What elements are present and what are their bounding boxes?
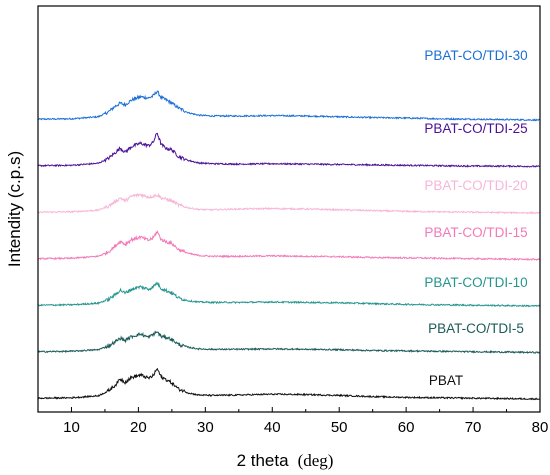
series-label: PBAT-CO/TDI-15 xyxy=(424,225,527,240)
x-tick-label: 10 xyxy=(63,419,80,436)
series-label: PBAT-CO/TDI-10 xyxy=(424,275,527,290)
x-tick-label: 30 xyxy=(197,419,214,436)
series-line-3 xyxy=(37,230,541,261)
x-tick-label: 40 xyxy=(264,419,281,436)
series-label: PBAT-CO/TDI-5 xyxy=(428,321,524,336)
series-label: PBAT-CO/TDI-25 xyxy=(424,121,527,136)
series-label: PBAT-CO/TDI-30 xyxy=(424,48,527,63)
x-axis-title-text: 2 theta xyxy=(237,451,290,470)
y-axis-title: Intendity (c.p.s) xyxy=(5,151,24,267)
series-line-5 xyxy=(38,330,541,354)
series-line-1 xyxy=(37,132,541,169)
x-axis-title: 2 theta (deg) xyxy=(237,451,334,470)
plot-frame xyxy=(37,5,541,413)
series-group xyxy=(37,90,541,401)
series-label: PBAT-CO/TDI-20 xyxy=(424,178,527,193)
series-label: PBAT xyxy=(429,373,463,388)
x-axis-unit: (deg) xyxy=(298,451,334,470)
series-line-0 xyxy=(37,90,541,122)
series-label-group: PBAT-CO/TDI-30 PBAT-CO/TDI-25 PBAT-CO/TDI-… xyxy=(424,48,527,388)
x-tick-label: 80 xyxy=(532,419,549,436)
series-line-6 xyxy=(37,367,541,401)
x-tick-label: 50 xyxy=(331,419,348,436)
x-tick-label: 60 xyxy=(398,419,415,436)
series-line-2 xyxy=(37,192,541,215)
x-axis-ticks: 10 20 30 40 50 60 70 80 xyxy=(37,407,549,436)
series-line-4 xyxy=(37,281,541,308)
x-tick-label: 70 xyxy=(465,419,482,436)
x-tick-label: 20 xyxy=(130,419,147,436)
